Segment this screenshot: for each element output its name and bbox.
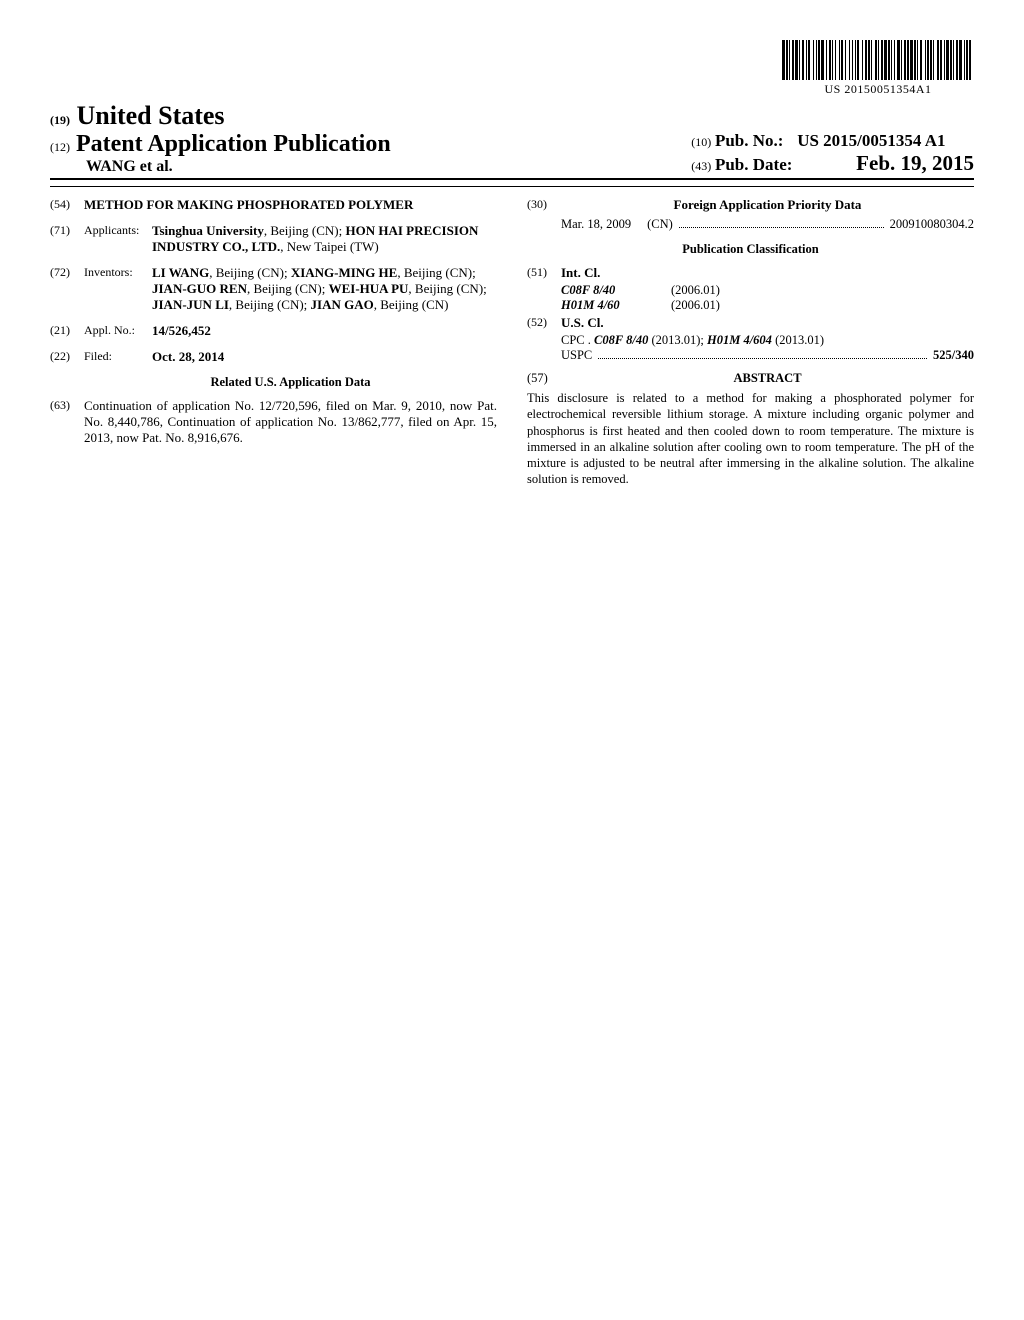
applicant-loc: , New Taipei (TW): [280, 239, 378, 254]
barcode: US 20150051354A1: [782, 40, 974, 97]
intcl-ver: (2006.01): [671, 283, 974, 298]
cpc-row: CPC . C08F 8/40 (2013.01); H01M 4/604 (2…: [561, 333, 974, 348]
foreign-num: (30): [527, 197, 561, 213]
inventor-loc: , Beijing (CN);: [397, 265, 475, 280]
foreign-appno: 200910080304.2: [890, 217, 974, 232]
continuation-field: (63) Continuation of application No. 12/…: [50, 398, 497, 446]
applno: 14/526,452: [152, 323, 497, 339]
inventors-num: (72): [50, 265, 84, 313]
applicants-label: Applicants:: [84, 223, 152, 255]
applno-label: Appl. No.:: [84, 323, 152, 339]
header: (19) United States (12) Patent Applicati…: [50, 101, 974, 180]
pubdate-line: (43) Pub. Date: Feb. 19, 2015: [691, 151, 974, 176]
foreign-head-row: (30) Foreign Application Priority Data: [527, 197, 974, 213]
uspc-row: USPC 525/340: [561, 348, 974, 363]
applicants-num: (71): [50, 223, 84, 255]
pubno-line: (10) Pub. No.: US 2015/0051354 A1: [691, 131, 974, 151]
pubtype-num: (12): [50, 140, 70, 154]
header-authors: WANG et al.: [50, 158, 391, 176]
related-head: Related U.S. Application Data: [84, 375, 497, 390]
header-left: (19) United States (12) Patent Applicati…: [50, 101, 391, 176]
cpc-prefix: CPC .: [561, 333, 594, 347]
inventor-name: JIAN-JUN LI: [152, 297, 229, 312]
applicant-loc: , Beijing (CN);: [264, 223, 346, 238]
abstract-num: (57): [527, 371, 561, 386]
inventor-name: WEI-HUA PU: [329, 281, 409, 296]
barcode-lines: [782, 40, 974, 80]
dots: [679, 217, 884, 228]
divider: [50, 186, 974, 187]
intcl-grid: C08F 8/40(2006.01)H01M 4/60(2006.01): [561, 283, 974, 313]
intcl-ver: (2006.01): [671, 298, 974, 313]
inventor-loc: , Beijing (CN);: [209, 265, 291, 280]
main-columns: (54) METHOD FOR MAKING PHOSPHORATED POLY…: [50, 197, 974, 488]
pubtype: Patent Application Publication: [76, 131, 391, 157]
pubtype-line: (12) Patent Application Publication: [50, 131, 391, 158]
applicants-field: (71) Applicants: Tsinghua University, Be…: [50, 223, 497, 255]
inventors-field: (72) Inventors: LI WANG, Beijing (CN); X…: [50, 265, 497, 313]
pubno-label: Pub. No.:: [715, 131, 783, 150]
title-num: (54): [50, 197, 84, 213]
uscl-field: (52) U.S. Cl.: [527, 315, 974, 331]
foreign-priority-row: Mar. 18, 2009 (CN) 200910080304.2: [561, 217, 974, 232]
applicants-body: Tsinghua University, Beijing (CN); HON H…: [152, 223, 497, 255]
inventor-loc: , Beijing (CN): [374, 297, 449, 312]
cpc-code: H01M 4/604: [707, 333, 772, 347]
inventor-loc: , Beijing (CN);: [408, 281, 486, 296]
filed-field: (22) Filed: Oct. 28, 2014: [50, 349, 497, 365]
cpc-ver: (2013.01);: [648, 333, 707, 347]
pubclass-head: Publication Classification: [527, 242, 974, 257]
barcode-number: US 20150051354A1: [824, 82, 931, 97]
intcl-code: H01M 4/60: [561, 298, 671, 313]
abstract-head: (57) ABSTRACT: [527, 371, 974, 386]
filed-label: Filed:: [84, 349, 152, 365]
country-num: (19): [50, 113, 70, 127]
barcode-region: US 20150051354A1: [50, 40, 974, 97]
uscl-num: (52): [527, 315, 561, 331]
left-column: (54) METHOD FOR MAKING PHOSPHORATED POLY…: [50, 197, 497, 488]
intcl-field: (51) Int. Cl.: [527, 265, 974, 281]
intcl-num: (51): [527, 265, 561, 281]
inventor-name: LI WANG: [152, 265, 209, 280]
uspc-label: USPC: [561, 348, 592, 363]
title-text: METHOD FOR MAKING PHOSPHORATED POLYMER: [84, 197, 497, 213]
foreign-head: Foreign Application Priority Data: [561, 197, 974, 213]
inventor-name: JIAN GAO: [311, 297, 374, 312]
intcl-label: Int. Cl.: [561, 265, 974, 281]
uscl-label: U.S. Cl.: [561, 315, 974, 331]
filed: Oct. 28, 2014: [152, 349, 497, 365]
title-field: (54) METHOD FOR MAKING PHOSPHORATED POLY…: [50, 197, 497, 213]
filed-num: (22): [50, 349, 84, 365]
applicant-name: Tsinghua University: [152, 223, 264, 238]
cont-text: Continuation of application No. 12/720,5…: [84, 398, 497, 446]
abstract-body: This disclosure is related to a method f…: [527, 390, 974, 488]
uspc-code: 525/340: [933, 348, 974, 363]
foreign-country: (CN): [647, 217, 673, 232]
inventor-loc: , Beijing (CN);: [247, 281, 329, 296]
inventors-body: LI WANG, Beijing (CN); XIANG-MING HE, Be…: [152, 265, 497, 313]
country-line: (19) United States: [50, 101, 391, 131]
applno-field: (21) Appl. No.: 14/526,452: [50, 323, 497, 339]
pubdate-label: Pub. Date:: [715, 155, 792, 174]
inventor-loc: , Beijing (CN);: [229, 297, 311, 312]
pubdate-num: (43): [691, 159, 711, 173]
applno-num: (21): [50, 323, 84, 339]
abstract-label: ABSTRACT: [561, 371, 974, 386]
pubdate: Feb. 19, 2015: [856, 151, 974, 175]
cont-num: (63): [50, 398, 84, 446]
pubno: US 2015/0051354 A1: [797, 131, 945, 150]
inventors-label: Inventors:: [84, 265, 152, 313]
right-column: (30) Foreign Application Priority Data M…: [527, 197, 974, 488]
cpc-ver: (2013.01): [772, 333, 824, 347]
inventor-name: XIANG-MING HE: [291, 265, 398, 280]
inventor-name: JIAN-GUO REN: [152, 281, 247, 296]
pubno-num: (10): [691, 135, 711, 149]
header-right: (10) Pub. No.: US 2015/0051354 A1 (43) P…: [691, 131, 974, 176]
intcl-code: C08F 8/40: [561, 283, 671, 298]
cpc-code: C08F 8/40: [594, 333, 648, 347]
dots: [598, 348, 927, 359]
country-name: United States: [77, 101, 225, 130]
foreign-date: Mar. 18, 2009: [561, 217, 631, 232]
